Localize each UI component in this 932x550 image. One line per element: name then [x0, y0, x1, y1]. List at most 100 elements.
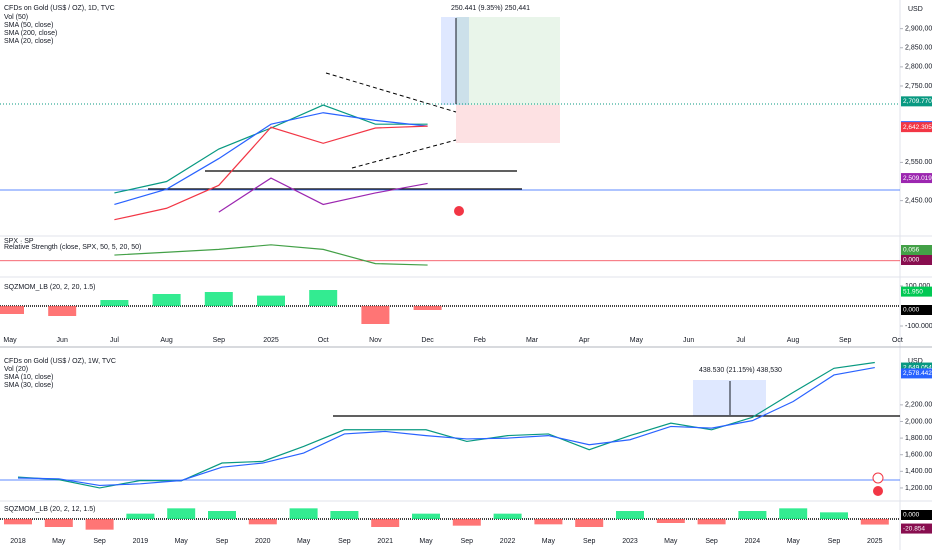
x-tick-label: 2019 — [133, 538, 149, 545]
last-value-box — [901, 245, 932, 255]
x-tick-label: Sep — [583, 538, 596, 545]
last-value-box — [901, 523, 932, 534]
x-tick-label: 2025 — [867, 538, 883, 545]
last-value-label: -20.854 — [903, 525, 925, 532]
x-tick-label: Oct — [892, 337, 903, 344]
momentum-bar — [85, 519, 114, 530]
last-value-box — [901, 510, 932, 520]
last-value-label: 2,578.442 — [903, 370, 932, 377]
x-tick-label: May — [787, 538, 801, 545]
annotation: 438.530 (21.15%) 438,530 — [699, 367, 782, 374]
momentum-bar — [493, 513, 522, 519]
price-line-series — [218, 177, 428, 213]
legend-entry: Vol (20) — [4, 366, 28, 373]
last-value-box — [901, 122, 932, 133]
momentum-bar — [44, 519, 73, 527]
y-unit: USD — [908, 6, 923, 13]
chart-title: CFDs on Gold (US$ / OZ), 1D, TVC — [4, 5, 115, 12]
x-tick-label: 2025 — [263, 337, 279, 344]
x-tick-label: Sep — [828, 538, 841, 545]
annotation: 250.441 (9.35%) 250,441 — [451, 5, 530, 12]
last-value-box — [901, 362, 932, 373]
momentum-title: SQZMOM_LB (20, 2, 12, 1.5) — [4, 506, 95, 513]
legend-entry: SMA (50, close) — [4, 22, 53, 29]
legend-entry: SMA (30, close) — [4, 382, 53, 389]
y-tick-label: 2,800.000 — [905, 64, 932, 71]
momentum-bar — [204, 292, 233, 306]
last-value-label: 0.056 — [903, 247, 920, 254]
event-icon — [873, 486, 883, 496]
x-tick-label: Feb — [474, 337, 486, 344]
x-tick-label: Apr — [579, 337, 591, 344]
x-tick-label: May — [630, 337, 644, 344]
stop-zone — [456, 105, 560, 143]
x-tick-label: Mar — [526, 337, 539, 344]
y-tick-label: 100.000 — [905, 283, 930, 290]
x-tick-label: Sep — [338, 538, 351, 545]
momentum-bar — [4, 519, 32, 525]
momentum-bar — [152, 294, 181, 306]
y-tick-label: 2,900,000 — [905, 26, 932, 33]
momentum-bar — [656, 519, 685, 523]
x-tick-label: May — [3, 337, 17, 344]
x-tick-label: Sep — [705, 538, 718, 545]
x-tick-label: Sep — [461, 538, 474, 545]
x-tick-label: Jun — [57, 337, 68, 344]
x-tick-label: Nov — [369, 337, 382, 344]
last-value-label: 0.000 — [903, 307, 920, 314]
x-tick-label: Aug — [160, 337, 173, 344]
momentum-bar — [48, 306, 77, 316]
x-tick-label: May — [175, 538, 189, 545]
y-unit: USD — [908, 358, 923, 365]
last-value-label: 2,649.054 — [903, 364, 932, 371]
last-value-box — [901, 286, 932, 297]
chart-title: CFDs on Gold (US$ / OZ), 1W, TVC — [4, 358, 116, 365]
price-line-series — [114, 125, 428, 221]
momentum-bar — [860, 519, 889, 525]
price-line-series — [114, 112, 428, 206]
momentum-bar — [413, 306, 442, 310]
x-tick-label: Sep — [213, 337, 226, 344]
x-tick-label: 2020 — [255, 538, 271, 545]
momentum-bar — [534, 519, 563, 525]
momentum-bar — [248, 519, 277, 525]
x-tick-label: Jun — [683, 337, 694, 344]
last-value-label: 0.000 — [903, 512, 920, 519]
momentum-bar — [820, 512, 848, 519]
legend-entry: SMA (200, close) — [4, 30, 57, 37]
momentum-bar — [575, 519, 604, 527]
momentum-bar — [126, 513, 155, 519]
x-tick-label: Sep — [839, 337, 852, 344]
last-value-box — [901, 255, 932, 265]
y-tick-label: 1,600.000 — [905, 452, 932, 459]
y-tick-label: 2,550.000 — [905, 159, 932, 166]
y-tick-label: 1,400.000 — [905, 468, 932, 475]
x-tick-label: May — [419, 538, 433, 545]
x-tick-label: 2023 — [622, 538, 638, 545]
last-value-label: 51.950 — [903, 288, 923, 295]
event-icon — [872, 472, 884, 484]
momentum-bar — [0, 306, 24, 314]
x-tick-label: 2021 — [377, 538, 393, 545]
x-tick-label: Sep — [93, 538, 106, 545]
trend-line — [325, 72, 457, 113]
legend-entry: SMA (20, close) — [4, 38, 53, 45]
last-value-label: 2,642.305 — [903, 124, 932, 131]
last-value-label: 0.000 — [903, 257, 920, 264]
x-tick-label: May — [542, 538, 556, 545]
y-tick-label: -100.000 — [905, 323, 932, 330]
legend-entry: SMA (10, close) — [4, 374, 53, 381]
rs-title: Relative Strength (close, SPX, 50, 5, 20… — [4, 244, 141, 251]
price-line-series — [17, 366, 875, 487]
momentum-bar — [100, 300, 129, 306]
last-value-box — [901, 368, 932, 379]
momentum-bar — [309, 290, 338, 306]
momentum-bar — [452, 519, 481, 526]
target-zone — [456, 17, 560, 105]
x-tick-label: Jul — [736, 337, 745, 344]
y-tick-label: 2,750.000 — [905, 83, 932, 90]
x-tick-label: May — [52, 538, 66, 545]
last-value-box — [901, 96, 932, 107]
last-value-label: 2,709.770 — [903, 98, 932, 105]
